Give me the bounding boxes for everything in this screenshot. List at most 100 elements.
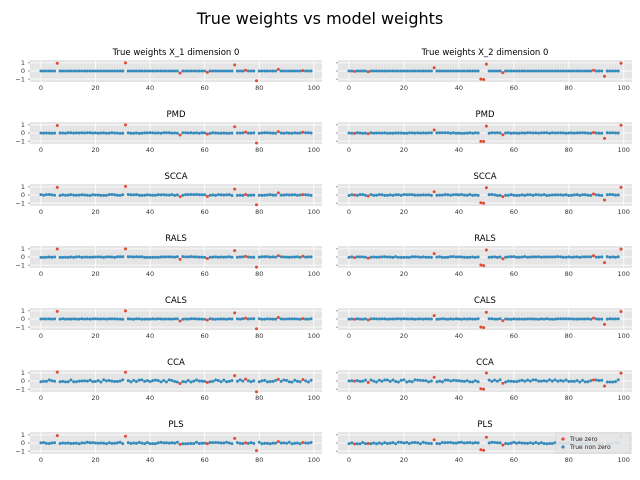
point-true-non-zero bbox=[559, 193, 563, 197]
point-true-zero bbox=[366, 380, 370, 384]
point-true-non-zero bbox=[380, 193, 384, 197]
point-true-non-zero bbox=[391, 131, 395, 135]
point-true-non-zero bbox=[385, 193, 389, 197]
point-true-non-zero bbox=[600, 378, 604, 382]
point-true-non-zero bbox=[162, 193, 166, 197]
point-true-non-zero bbox=[523, 69, 527, 73]
point-true-non-zero bbox=[104, 379, 108, 383]
point-true-zero bbox=[482, 326, 486, 330]
point-true-non-zero bbox=[118, 69, 122, 73]
point-true-non-zero bbox=[438, 255, 442, 259]
point-true-non-zero bbox=[263, 193, 267, 197]
x-tick-label: 80 bbox=[565, 84, 573, 92]
point-true-non-zero bbox=[159, 193, 163, 197]
point-true-zero bbox=[255, 390, 258, 394]
point-true-non-zero bbox=[361, 317, 365, 321]
point-true-non-zero bbox=[265, 193, 269, 197]
point-true-zero bbox=[432, 314, 436, 318]
x-tick-label: 40 bbox=[455, 456, 463, 464]
point-true-non-zero bbox=[449, 131, 453, 135]
point-true-non-zero bbox=[512, 255, 516, 259]
point-true-non-zero bbox=[91, 441, 95, 445]
point-true-non-zero bbox=[517, 193, 521, 197]
point-true-non-zero bbox=[265, 380, 269, 384]
point-true-non-zero bbox=[47, 378, 51, 382]
point-true-non-zero bbox=[145, 131, 149, 135]
point-true-non-zero bbox=[586, 193, 590, 197]
point-true-non-zero bbox=[528, 193, 532, 197]
x-tick-label: 80 bbox=[565, 146, 573, 154]
point-true-non-zero bbox=[575, 69, 579, 73]
point-true-non-zero bbox=[561, 193, 565, 197]
point-true-non-zero bbox=[80, 441, 84, 445]
point-true-non-zero bbox=[304, 379, 308, 383]
legend-zero-label: True zero bbox=[569, 436, 598, 443]
point-true-non-zero bbox=[164, 380, 168, 384]
point-true-non-zero bbox=[355, 131, 359, 135]
point-true-non-zero bbox=[80, 131, 84, 135]
point-true-non-zero bbox=[61, 131, 65, 135]
y-tick-label: 0 bbox=[21, 129, 25, 137]
point-true-zero bbox=[592, 254, 596, 258]
point-true-non-zero bbox=[235, 441, 239, 445]
point-true-non-zero bbox=[429, 255, 433, 259]
point-true-non-zero bbox=[126, 255, 130, 259]
point-true-non-zero bbox=[260, 255, 264, 259]
point-true-non-zero bbox=[80, 69, 84, 73]
point-true-non-zero bbox=[605, 317, 609, 321]
point-true-non-zero bbox=[556, 379, 560, 383]
point-true-non-zero bbox=[80, 255, 84, 259]
point-true-non-zero bbox=[550, 255, 554, 259]
point-true-zero bbox=[482, 78, 486, 82]
point-true-non-zero bbox=[542, 317, 546, 321]
point-true-zero bbox=[352, 442, 356, 446]
point-true-non-zero bbox=[454, 441, 458, 445]
point-true-non-zero bbox=[498, 317, 502, 321]
point-true-non-zero bbox=[238, 193, 242, 197]
point-true-non-zero bbox=[446, 441, 450, 445]
point-true-non-zero bbox=[235, 255, 239, 259]
point-true-non-zero bbox=[293, 317, 297, 321]
panel-title: PMD bbox=[475, 110, 494, 120]
point-true-non-zero bbox=[583, 193, 587, 197]
point-true-non-zero bbox=[570, 379, 574, 383]
point-true-non-zero bbox=[523, 441, 527, 445]
point-true-non-zero bbox=[416, 131, 420, 135]
point-true-non-zero bbox=[418, 131, 422, 135]
point-true-non-zero bbox=[388, 193, 392, 197]
point-true-non-zero bbox=[462, 379, 466, 383]
point-true-non-zero bbox=[85, 379, 89, 383]
point-true-zero bbox=[501, 381, 505, 385]
point-true-non-zero bbox=[402, 69, 406, 73]
point-true-non-zero bbox=[515, 380, 519, 384]
point-true-zero bbox=[366, 442, 370, 446]
point-true-non-zero bbox=[211, 255, 215, 259]
point-true-zero bbox=[366, 256, 370, 260]
point-true-non-zero bbox=[246, 131, 250, 135]
point-true-non-zero bbox=[66, 131, 70, 135]
point-true-non-zero bbox=[197, 442, 201, 446]
point-true-non-zero bbox=[605, 193, 609, 197]
point-true-non-zero bbox=[53, 317, 57, 321]
x-tick-label: 80 bbox=[565, 270, 573, 278]
point-true-non-zero bbox=[249, 131, 253, 135]
point-true-non-zero bbox=[175, 69, 179, 73]
panel-title: True weights X_1 dimension 0 bbox=[112, 48, 240, 58]
x-tick-label: 100 bbox=[618, 146, 630, 154]
point-true-non-zero bbox=[402, 441, 406, 445]
point-true-non-zero bbox=[410, 131, 414, 135]
x-tick-label: 80 bbox=[255, 456, 263, 464]
point-true-non-zero bbox=[380, 379, 384, 383]
point-true-non-zero bbox=[405, 255, 409, 259]
point-true-non-zero bbox=[608, 69, 612, 73]
point-true-non-zero bbox=[104, 255, 108, 259]
point-true-non-zero bbox=[252, 193, 256, 197]
point-true-non-zero bbox=[369, 255, 373, 259]
point-true-non-zero bbox=[115, 317, 119, 321]
point-true-non-zero bbox=[396, 440, 400, 444]
point-true-non-zero bbox=[192, 441, 196, 445]
point-true-non-zero bbox=[148, 131, 152, 135]
point-true-non-zero bbox=[589, 131, 593, 135]
legend-nonzero-label: True non zero bbox=[569, 444, 611, 451]
